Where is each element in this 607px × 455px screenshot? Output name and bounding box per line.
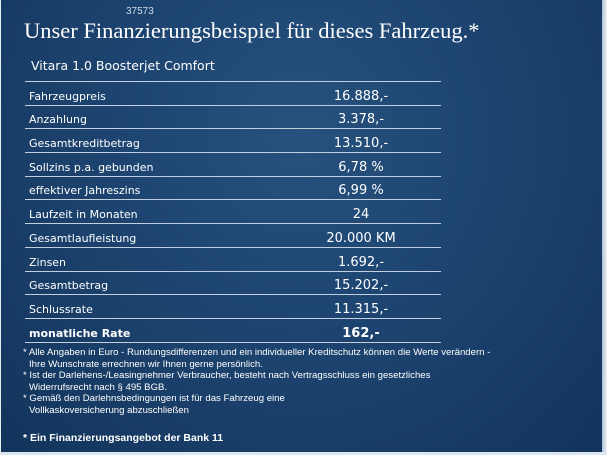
row-value: 16.888,- xyxy=(333,88,389,104)
row-label: Fahrzeugpreis xyxy=(29,89,106,103)
row-value: 11.315,- xyxy=(333,301,389,317)
table-row-vehicle-price: Fahrzeugpreis 16.888,- xyxy=(25,81,441,105)
row-label: effektiver Jahreszins xyxy=(29,184,141,198)
note-line: * Alle Angaben in Euro - Rundungsdiffere… xyxy=(23,347,491,358)
table-row-total-amount: Gesamtbetrag 15.202,- xyxy=(25,270,441,295)
table-row-nominal-rate: Sollzins p.a. gebunden 6,78 % xyxy=(25,152,441,176)
row-label: Gesamtkreditbetrag xyxy=(29,137,140,151)
row-value: 162,- xyxy=(342,325,380,341)
row-value: 1.692,- xyxy=(337,254,385,270)
row-label: Zinsen xyxy=(29,255,67,269)
table-row-interest: Zinsen 1.692,- xyxy=(25,246,441,271)
row-value: 15.202,- xyxy=(333,278,389,294)
table-row-effective-rate: effektiver Jahreszins 6,99 % xyxy=(25,175,441,200)
row-value: 13.510,- xyxy=(333,136,389,152)
table-row-down-payment: Anzahlung 3.378,- xyxy=(25,104,441,129)
row-label: Anzahlung xyxy=(29,113,87,127)
table-row-mileage: Gesamtlaufleistung 20.000 KM xyxy=(25,223,441,247)
row-label: Schlussrate xyxy=(29,302,93,316)
page-title: Unser Finanzierungsbeispiel für dieses F… xyxy=(24,18,480,43)
row-label: Gesamtlaufleistung xyxy=(29,231,137,245)
row-value: 24 xyxy=(352,207,370,223)
row-label: monatliche Rate xyxy=(29,326,131,340)
row-value: 6,99 % xyxy=(338,183,384,199)
note-line: Ihre Wunschrate errechnen wir Ihnen gern… xyxy=(29,358,263,370)
table-row-monthly-rate: monatliche Rate 162,- xyxy=(25,317,441,343)
slide-edge xyxy=(602,0,607,455)
row-value: 3.378,- xyxy=(337,112,385,128)
note-line: * Ist der Darlehens-/Leasingnehmer Verbr… xyxy=(23,370,431,382)
row-value: 20.000 KM xyxy=(326,230,396,246)
table-row-term-months: Laufzeit in Monaten 24 xyxy=(25,199,441,223)
row-label: Gesamtbetrag xyxy=(29,279,109,293)
note-line: Widerrufsrecht nach § 495 BGB. xyxy=(29,381,168,393)
slide-edge xyxy=(0,452,607,455)
row-label: Laufzeit in Monaten xyxy=(29,208,138,222)
slide-number: 37573 xyxy=(126,6,154,17)
financing-table: Fahrzeugpreis 16.888,- Anzahlung 3.378,-… xyxy=(25,81,441,343)
row-value: 6,78 % xyxy=(338,159,384,175)
vehicle-model: Vitara 1.0 Boosterjet Comfort xyxy=(31,58,215,73)
table-row-final-installment: Schlussrate 11.315,- xyxy=(25,294,441,318)
note-line: * Gemäß den Darlehnsbedingungen ist für … xyxy=(23,393,285,405)
table-row-total-loan: Gesamtkreditbetrag 13.510,- xyxy=(25,128,441,152)
disclaimer-notes: * Alle Angaben in Euro - Rundungsdiffere… xyxy=(23,347,543,417)
note-line: Vollkaskoversicherung abzuschließen xyxy=(29,404,189,416)
bank-footer: * Ein Finanzierungsangebot der Bank 11 xyxy=(23,432,224,444)
row-label: Sollzins p.a. gebunden xyxy=(29,160,154,174)
